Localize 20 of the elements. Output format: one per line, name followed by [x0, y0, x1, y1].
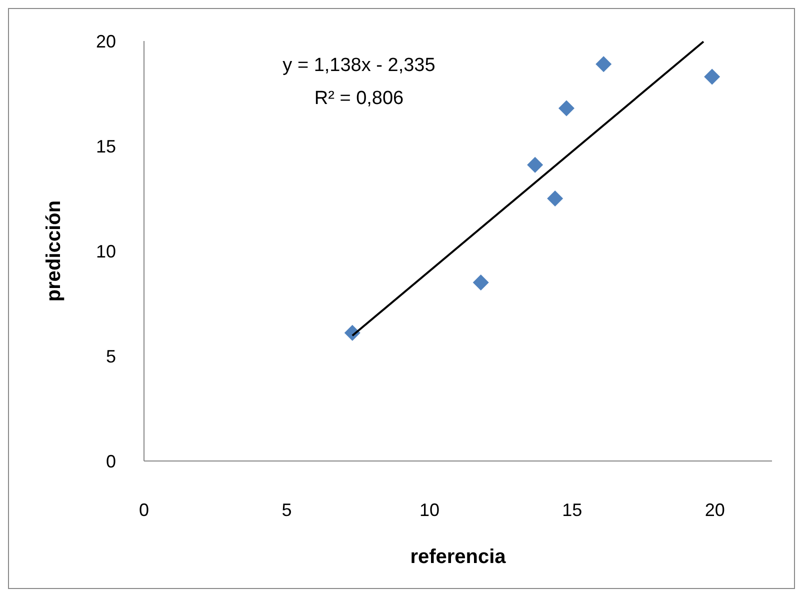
x-tick-label: 0 [138, 500, 150, 520]
x-tick-label: 5 [282, 500, 292, 520]
y-tick-label: 20 [96, 31, 116, 52]
point [704, 68, 720, 85]
point [558, 100, 574, 116]
y-tick-label: 10 [96, 241, 116, 262]
point [527, 156, 544, 173]
x-tick-label: 15 [562, 500, 582, 520]
point [472, 274, 489, 290]
y-tick-label: 0 [106, 451, 116, 472]
point [547, 190, 564, 206]
annotation: y = 1,138x - 2,335 [282, 54, 436, 78]
point [596, 56, 612, 72]
x-axis-title: referencia [410, 546, 507, 568]
y-tick-label: 5 [106, 346, 116, 366]
x-tick-label: 10 [419, 500, 440, 520]
x-tick-label: 20 [704, 500, 725, 520]
y-axis-title: predicción [43, 200, 66, 302]
annotation: R² = 0,806 [313, 87, 405, 111]
y-tick-label: 15 [96, 136, 116, 156]
